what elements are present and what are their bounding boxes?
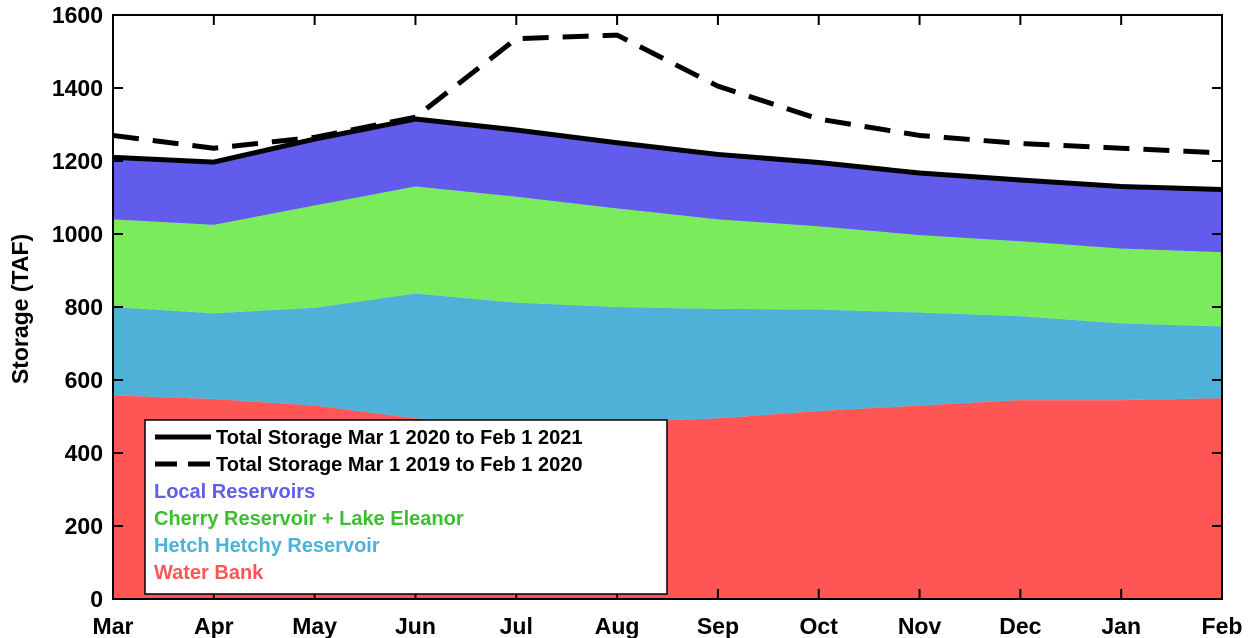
y-tick-label: 800 — [65, 294, 103, 320]
x-axis: Mar Apr May Jun Jul Aug Sep Oct Nov Dec Jan Feb — [93, 15, 1243, 638]
x-tick-label: Jan — [1101, 613, 1141, 638]
x-tick-label: Nov — [898, 613, 942, 638]
area-hetch-hetchy-reservoir — [113, 293, 1222, 424]
y-axis: 0 200 400 600 800 1000 1200 1400 1600 — [52, 2, 1222, 612]
line-total-2020 — [112, 116, 1223, 192]
x-tick-label: Mar — [93, 613, 134, 638]
total-storage-lines — [112, 32, 1223, 192]
x-tick-label: Apr — [194, 613, 234, 638]
legend-box — [144, 419, 668, 595]
y-axis-title: Storage (TAF) — [7, 234, 33, 384]
legend: Total Storage Mar 1 2020 to Feb 1 2021 To… — [144, 419, 668, 595]
x-tick-label: Jun — [395, 613, 436, 638]
legend-label: Water Bank — [154, 562, 264, 584]
x-tick-label: Aug — [595, 613, 640, 638]
y-tick-label: 1600 — [52, 2, 103, 28]
y-tick-label: 400 — [65, 440, 103, 466]
legend-label: Cherry Reservoir + Lake Eleanor — [154, 508, 464, 530]
x-tick-label: May — [292, 613, 337, 638]
y-tick-label: 600 — [65, 367, 103, 393]
y-tick-label: 1400 — [52, 75, 103, 101]
y-tick-label: 0 — [90, 586, 103, 612]
x-tick-label: Dec — [999, 613, 1041, 638]
legend-label: Total Storage Mar 1 2020 to Feb 1 2021 — [216, 427, 582, 449]
line-total-2019 — [112, 32, 1223, 156]
x-tick-label: Sep — [697, 613, 739, 638]
legend-label: Local Reservoirs — [154, 481, 315, 503]
x-tick-label: Feb — [1202, 613, 1243, 638]
legend-label: Total Storage Mar 1 2019 to Feb 1 2020 — [216, 454, 582, 476]
area-cherry-reservoir-lake-eleanor — [113, 186, 1222, 327]
y-tick-label: 200 — [65, 513, 103, 539]
legend-label: Hetch Hetchy Reservoir — [154, 535, 380, 557]
y-tick-label: 1200 — [52, 148, 103, 174]
x-tick-label: Oct — [800, 613, 839, 638]
area-local-reservoirs — [113, 119, 1222, 253]
x-tick-label: Jul — [500, 613, 533, 638]
y-tick-label: 1000 — [52, 221, 103, 247]
